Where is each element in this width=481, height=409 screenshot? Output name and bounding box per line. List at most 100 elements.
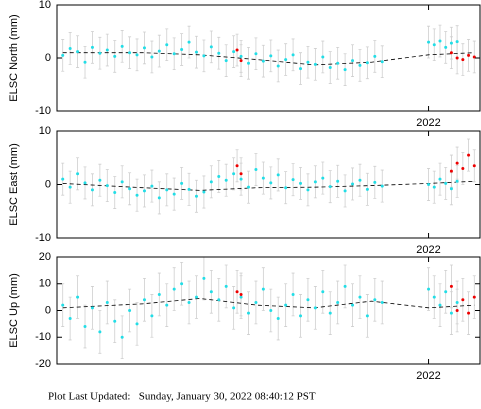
data-point [76,172,80,176]
data-point [128,187,132,191]
data-point [128,309,132,312]
data-point [299,67,303,71]
data-point [187,300,191,304]
data-point [172,192,176,196]
data-point [61,303,65,307]
data-point [284,186,288,190]
data-point [276,173,280,177]
data-point [142,298,146,302]
plot-area [61,24,476,86]
data-point [232,306,236,310]
data-point [444,45,448,49]
data-point [254,168,258,172]
y-tick-label: -20 [35,358,51,370]
data-point [455,309,459,312]
data-point [291,53,295,57]
data-point [113,54,117,58]
data-point [68,185,72,189]
data-point [432,185,436,189]
data-point [187,40,191,44]
data-point [313,306,317,310]
data-point [224,59,228,63]
data-point [365,187,369,191]
data-point [202,276,206,280]
data-point [328,185,332,189]
data-point [120,44,124,48]
data-point [276,317,280,321]
data-point [235,48,239,52]
plot-area [61,257,476,360]
data-point [291,178,295,182]
y-tick-label: 0 [45,52,51,64]
trend-line [62,180,475,191]
data-point [455,300,459,304]
data-point [306,188,310,192]
data-point [246,61,250,65]
data-point [321,55,325,59]
y-tick-label: 0 [45,304,51,316]
data-point [306,60,310,64]
data-point [202,54,206,58]
data-point [246,185,250,189]
data-point [90,306,94,310]
data-point [90,45,94,49]
data-point [432,295,436,299]
data-point [321,176,325,180]
data-point [373,54,377,58]
data-point [284,58,288,62]
data-point [358,63,362,67]
data-point [209,180,213,184]
data-point [120,335,124,339]
data-point [142,46,146,50]
data-point [128,51,132,55]
data-point [142,189,146,193]
data-point [472,295,476,299]
data-point [157,196,161,200]
data-point [76,295,80,299]
data-point [157,292,161,296]
data-point [90,188,94,192]
data-point [217,51,221,55]
data-point [313,180,317,184]
data-point [358,178,362,182]
data-point [120,180,124,184]
data-point [232,50,236,54]
data-point [328,66,332,70]
data-point [194,194,198,198]
data-point [472,164,476,168]
data-point [373,298,377,302]
data-point [449,311,453,315]
data-point [68,317,72,321]
data-point [135,53,139,57]
data-point [461,298,465,302]
y-axis-label: ELSC North (mm) [8,14,20,101]
trend-line [62,52,475,66]
data-point [291,292,295,296]
data-point [135,193,139,197]
frame [56,4,481,112]
data-point [165,303,169,307]
data-point [239,295,243,299]
x-tick-label: 2022 [416,244,440,256]
data-point [449,187,453,191]
data-point [157,49,161,53]
data-point [351,303,355,307]
data-point [239,292,243,296]
data-point [113,191,117,195]
data-point [239,54,243,58]
data-point [217,174,221,178]
data-point [343,284,347,288]
data-point [209,290,213,294]
data-point [76,50,80,54]
data-point [239,59,243,63]
y-tick-label: 10 [39,278,51,290]
x-tick-label: 2022 [416,370,440,382]
y-axis-label: ELSC East (mm) [8,143,20,226]
data-point [461,166,465,170]
data-point [343,68,347,72]
data-point [105,48,109,52]
y-tick-label: 0 [45,178,51,190]
data-point [455,179,459,183]
data-point [321,290,325,294]
data-point [380,60,384,64]
